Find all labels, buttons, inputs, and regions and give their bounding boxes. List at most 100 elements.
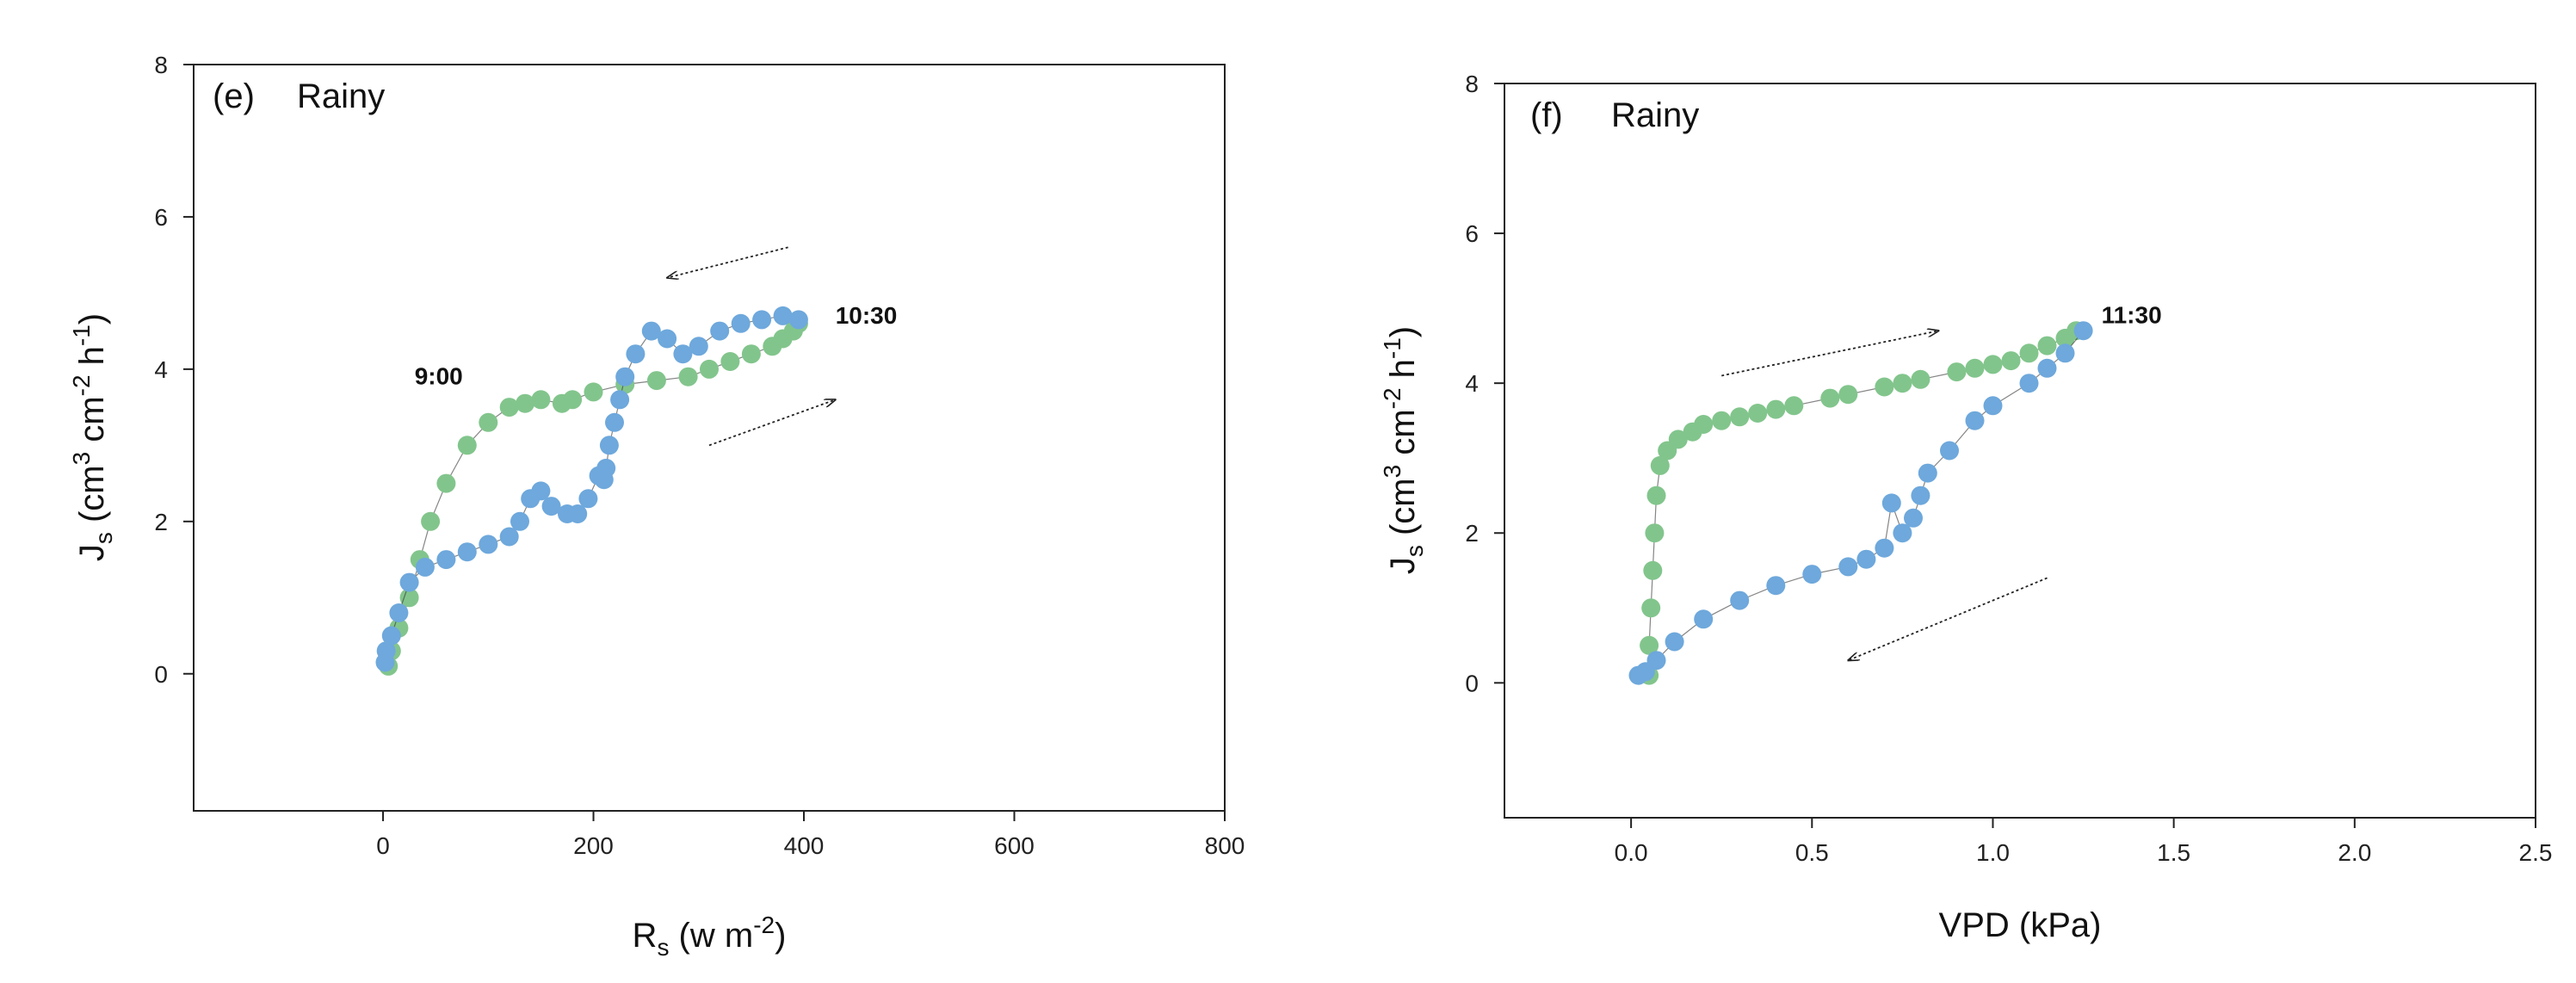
point-rising-e [584,382,603,402]
y-tick-label-f: 6 [1465,220,1479,247]
point-rising-e [563,390,583,410]
point-falling-e [457,542,477,562]
y-label-unit2-f: cm [1384,409,1422,464]
y-label-sub-f: s [1401,545,1428,557]
point-falling-e [479,535,498,554]
y-tick-label-f: 0 [1465,670,1479,696]
point-falling-f [1694,609,1714,629]
direction-arrow-f [1848,577,2048,660]
y-label-sup3-e: -1 [68,325,95,346]
point-falling-e [689,337,708,356]
y-tick-label-e: 6 [154,204,168,231]
point-rising-f [1838,385,1858,405]
point-falling-e [788,310,808,330]
y-tick-label-e: 0 [154,661,168,688]
y-axis-label-f: Js (cm3 cm-2 h-1) [1379,326,1428,574]
plot-area-e [193,64,1226,812]
point-rising-e [516,393,535,413]
x-label-main-e: R [633,917,658,955]
point-rising-f [1820,388,1840,408]
point-rising-f [1965,358,1985,378]
point-rising-f [1875,377,1894,397]
x-tick-label-f: 2.0 [2338,839,2371,866]
point-rising-f [1911,369,1930,389]
point-falling-f [1856,549,1876,569]
y-label-unit3-e: h [73,346,111,374]
point-falling-f [1802,565,1822,584]
panel-label-e: (e) [213,77,255,115]
point-rising-f [1730,407,1750,427]
point-falling-f [1911,485,1930,505]
point-rising-e [646,371,666,391]
x-axis-label-f: VPD (kPa) [1939,906,2102,944]
point-falling-e [375,652,395,672]
point-rising-f [1646,485,1666,505]
x-tick-label-e: 600 [994,832,1035,859]
point-falling-e [521,489,541,509]
point-falling-f [1838,557,1858,577]
point-falling-e [558,504,577,523]
point-rising-f [1668,430,1688,449]
point-rising-e [421,511,441,531]
point-rising-f [1640,635,1659,655]
y-label-sup2-f: -2 [1379,387,1405,409]
point-falling-f [2019,374,2039,393]
point-falling-e [773,306,793,325]
point-rising-e [741,344,761,364]
point-falling-f [1628,665,1648,685]
condition-label-e: Rainy [297,77,385,115]
point-falling-f [1904,508,1923,528]
point-rising-e [399,588,419,608]
point-falling-e [658,329,677,349]
y-label-unit3-f: h [1384,359,1422,387]
x-tick-label-f: 0.5 [1795,839,1829,866]
point-falling-f [1983,396,2003,416]
y-label-close-e: ) [73,313,111,325]
point-rising-f [1947,362,1967,382]
point-falling-f [1665,632,1684,652]
point-rising-e [436,473,456,493]
condition-label-f: Rainy [1611,96,1699,134]
point-rising-f [1645,523,1665,543]
y-tick-label-f: 2 [1465,520,1479,547]
point-falling-e [615,367,635,386]
y-label-main-e: J [73,544,111,561]
point-rising-f [1650,455,1670,475]
point-rising-e [700,359,719,379]
point-falling-f [1893,523,1912,543]
point-falling-e [499,527,519,547]
point-falling-e [589,466,608,485]
time-annotation-e: 9:00 [415,363,463,390]
x-tick-label-f: 2.5 [2519,839,2553,866]
point-rising-e [678,367,698,386]
point-falling-f [2073,321,2093,341]
direction-arrow-e [708,399,836,447]
y-tick-label-e: 8 [154,52,168,78]
point-rising-f [2037,336,2057,355]
y-label-sup2-e: -2 [68,374,95,396]
point-falling-e [415,557,435,577]
y-label-unit-e: (cm [73,465,111,532]
point-rising-e [499,398,519,417]
point-rising-f [2001,351,2021,371]
y-tick-label-e: 2 [154,509,168,535]
point-rising-f [1748,404,1768,423]
y-label-unit2-e: cm [73,396,111,451]
x-tick-label-f: 1.5 [2157,839,2190,866]
x-label-sup1-e: -2 [753,912,775,938]
point-rising-f [1766,399,1786,419]
x-tick-label-f: 1.0 [1976,839,2010,866]
point-falling-e [436,550,456,570]
point-falling-e [399,572,419,592]
plot-area-f [1504,83,2536,819]
x-tick-label-e: 400 [784,832,825,859]
point-rising-e [720,352,740,371]
x-label-sub-e: s [657,934,669,961]
point-rising-f [1641,598,1661,618]
y-tick-label-f: 8 [1465,71,1479,97]
y-label-sup1-e: 3 [68,452,95,466]
point-falling-e [605,412,624,432]
y-axis-label-e: Js (cm3 cm-2 h-1) [68,313,117,561]
point-falling-f [1918,463,1937,483]
